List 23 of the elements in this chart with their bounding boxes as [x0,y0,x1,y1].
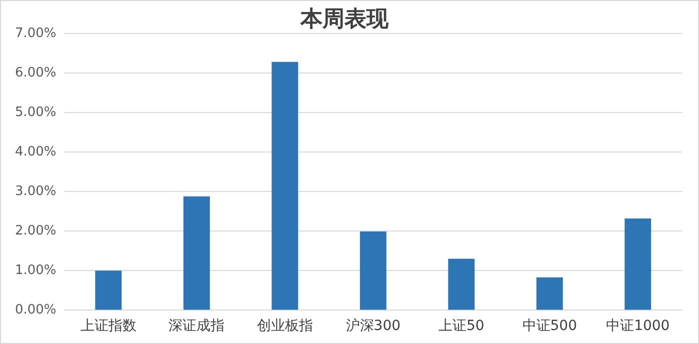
x-tick-label: 深证成指 [168,318,225,334]
bar [183,196,210,310]
y-tick-label: 5.00% [14,104,56,120]
bar [624,218,652,310]
x-tick-label: 上证指数 [80,318,136,334]
bar [95,270,122,310]
y-tick-label: 1.00% [14,263,56,278]
x-tick-label: 创业板指 [256,318,313,334]
bar [448,258,475,310]
chart-title: 本周表现 [300,6,390,32]
x-tick-label: 中证500 [522,318,577,334]
y-tick-label: 0.00% [14,302,56,318]
x-tick-label: 上证50 [438,318,484,334]
bar [360,232,386,310]
bar [536,277,563,310]
bar [272,62,298,310]
y-tick-label: 4.00% [14,144,56,160]
y-tick-label: 3.00% [14,184,56,199]
x-tick-label: 中证1000 [606,318,670,334]
x-tick-label: 沪深300 [346,318,401,334]
y-tick-label: 7.00% [14,26,56,41]
y-tick-label: 6.00% [14,65,56,80]
y-tick-label: 2.00% [14,223,56,238]
